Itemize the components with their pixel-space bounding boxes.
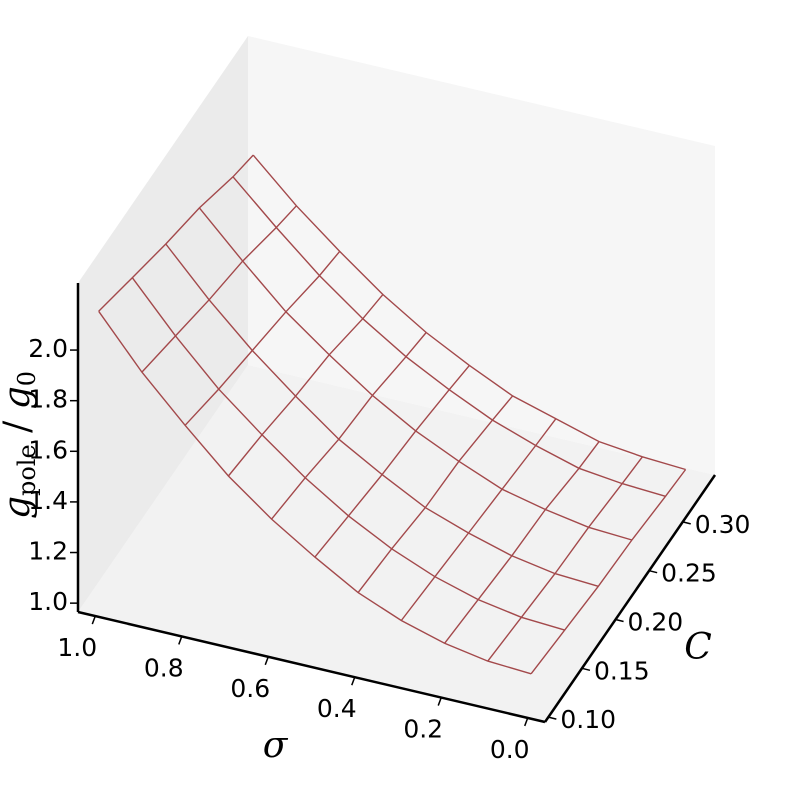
x-tick	[437, 697, 442, 706]
wire-line	[530, 469, 687, 675]
wire-line	[227, 294, 384, 477]
wire-line	[98, 154, 254, 312]
wire-line	[271, 332, 427, 520]
z-title-part: g	[0, 496, 38, 519]
x-tick-label: 0.8	[144, 653, 184, 682]
y-tick	[581, 667, 591, 672]
z-tick-label: 2.0	[28, 334, 68, 363]
z-title-part: pole	[13, 444, 41, 496]
x-tick-label: 1.0	[57, 633, 97, 662]
y-tick-label: 0.15	[594, 656, 650, 685]
left-pane	[78, 36, 248, 612]
x-tick	[524, 717, 529, 727]
z-tick-label: 1.2	[28, 537, 68, 566]
x-tick	[91, 615, 96, 625]
y-tick-label: 0.30	[695, 510, 751, 539]
wire-line	[400, 418, 557, 621]
wire-line	[444, 441, 600, 644]
y-tick-label: 0.10	[560, 705, 616, 734]
y-tick-label: 0.20	[628, 607, 684, 636]
y-axis-title: C	[684, 627, 712, 668]
x-tick	[178, 636, 183, 645]
y-tick	[548, 716, 557, 720]
y-tick	[648, 569, 658, 574]
x-tick	[264, 656, 269, 666]
x-tick-label: 0.2	[403, 715, 443, 744]
x-tick	[351, 676, 356, 686]
wire-line	[314, 364, 470, 558]
y-tick	[682, 521, 691, 525]
z-tick-label: 1.6	[28, 435, 68, 464]
z-axis-title: gpole / g0	[0, 371, 41, 519]
axis-line	[77, 610, 546, 724]
back-pane	[248, 36, 715, 475]
z-tick-label: 1.0	[28, 587, 68, 616]
x-tick-label: 0.0	[490, 735, 530, 764]
z-title-part: /	[0, 409, 38, 444]
z-title-part: g	[0, 386, 38, 409]
wire-line	[487, 456, 643, 662]
wire-line	[357, 395, 514, 594]
wire-line	[141, 205, 297, 373]
x-tick-label: 0.6	[230, 674, 270, 703]
x-axis-title: σ	[263, 725, 289, 766]
z-tick-label: 1.4	[28, 486, 68, 515]
axis-line	[543, 474, 717, 723]
wire-line	[184, 250, 341, 426]
z-tick-label: 1.8	[28, 385, 68, 414]
y-tick	[615, 618, 624, 623]
y-tick-label: 0.25	[661, 559, 717, 588]
x-tick-label: 0.4	[317, 694, 357, 723]
z-title-part: 0	[13, 371, 41, 386]
